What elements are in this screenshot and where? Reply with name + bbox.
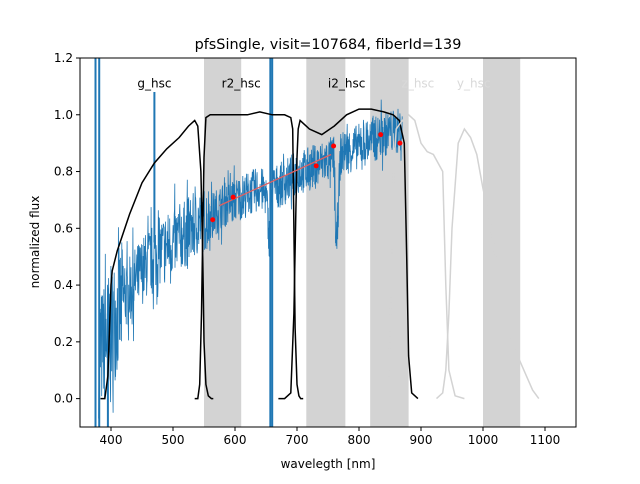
x-tick-label-500: 500 (162, 433, 185, 447)
photometry-point-0 (210, 217, 216, 223)
filter-curve-g_hsc (100, 119, 214, 400)
axes-frame (79, 57, 577, 428)
filter-curve-z_hsc (383, 113, 465, 400)
plot-area: g_hsc r2_hsc i2_hsc z_hsc y_hsc (94, 58, 540, 427)
photometry-point-3 (331, 143, 337, 149)
filter-label-g_hsc: g_hsc (137, 77, 171, 91)
shaded-band-1 (306, 58, 346, 427)
x-tick-label-1100: 1100 (530, 433, 561, 447)
chart-title: pfsSingle, visit=107684, fiberId=139 (195, 37, 462, 53)
filter-curve-y_hsc (435, 127, 540, 400)
x-tick-label-400: 400 (100, 433, 123, 447)
filter-curve-r2_hsc (194, 111, 304, 400)
photometry-point-5 (397, 140, 403, 146)
y-tick-label-1.2: 1.2 (54, 51, 73, 65)
y-tick-label-0.4: 0.4 (54, 278, 73, 292)
filter-curve-i2_hsc (278, 108, 419, 400)
filter-label-z_hsc: z_hsc (402, 77, 435, 91)
spectrum-line (98, 99, 403, 419)
y-axis-label: normalized flux (28, 196, 42, 289)
x-tick-label-800: 800 (348, 433, 371, 447)
axes: 400 500 600 700 800 900 1000 1100 0.0 0.2 0.4 0.6 0.… (54, 51, 577, 447)
x-tick-label-900: 900 (410, 433, 433, 447)
x-tick-label-600: 600 (224, 433, 247, 447)
x-tick-label-1000: 1000 (468, 433, 499, 447)
x-axis-label: wavelegth [nm] (281, 457, 376, 471)
y-tick-label-1: 1.0 (54, 108, 73, 122)
shaded-band-3 (483, 58, 521, 427)
x-tick-label-700: 700 (286, 433, 309, 447)
filter-label-y_hsc: y_hsc (457, 77, 491, 91)
filter-label-r2_hsc: r2_hsc (222, 77, 261, 91)
y-tick-label-0: 0.0 (54, 392, 73, 406)
filter-label-i2_hsc: i2_hsc (328, 77, 365, 91)
y-tick-label-0.8: 0.8 (54, 165, 73, 179)
y-tick-label-0.2: 0.2 (54, 335, 73, 349)
y-tick-label-0.6: 0.6 (54, 221, 73, 235)
photometry-point-4 (378, 132, 384, 138)
photometry-point-2 (313, 163, 319, 169)
photometry-point-1 (230, 194, 236, 200)
fit-line (219, 153, 332, 207)
